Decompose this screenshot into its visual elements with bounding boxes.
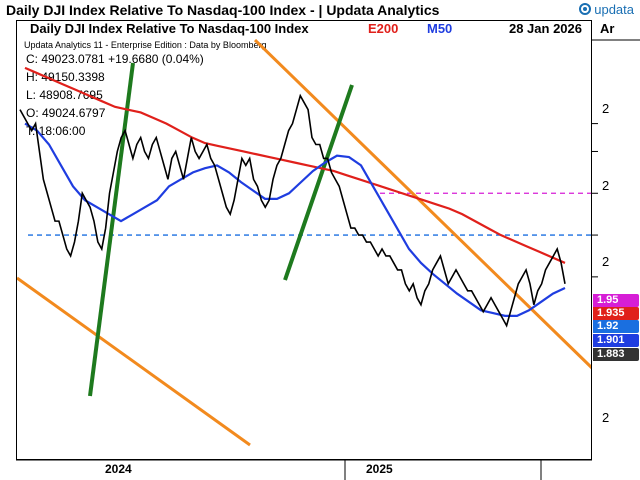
- right-axis-title: Ar: [600, 21, 615, 36]
- price-tag-level-upper: 1.95: [593, 294, 639, 307]
- price-tag-level-lower: 1.92: [593, 320, 639, 333]
- trend-line-1: [88, 62, 135, 397]
- channel-line-lower: [17, 276, 251, 447]
- chart-date: 28 Jan 2026: [508, 21, 582, 36]
- m50-series-line: [24, 122, 566, 317]
- window-titlebar: Daily DJI Index Relative To Nasdaq-100 I…: [0, 0, 640, 20]
- y-tick-label: 2: [602, 410, 610, 425]
- y-tick-label: 2: [602, 254, 610, 269]
- trend-line-2: [283, 84, 354, 281]
- x-tick-label-2024: 2024: [105, 462, 132, 476]
- updata-logo-icon: [579, 3, 592, 15]
- ohlc-high: H: 49150.3398: [26, 70, 105, 84]
- channel-line-upper: [253, 39, 591, 370]
- price-tag-e200: 1.935: [593, 307, 639, 320]
- e200-series-line: [24, 66, 566, 264]
- brand-label: updata: [594, 2, 634, 17]
- ohlc-open: O: 49024.6797: [26, 106, 106, 120]
- x-tick-label-2025: 2025: [366, 462, 393, 476]
- brand-logo[interactable]: updata: [579, 2, 634, 17]
- legend-e200: E200: [368, 21, 399, 36]
- chart-title: Daily DJI Index Relative To Nasdaq-100 I…: [30, 21, 309, 36]
- edition-note: Updata Analytics 11 - Enterprise Edition…: [24, 40, 267, 50]
- price-series-line: [19, 93, 566, 328]
- window-title: Daily DJI Index Relative To Nasdaq-100 I…: [6, 2, 440, 18]
- chart-header: Daily DJI Index Relative To Nasdaq-100 I…: [16, 20, 592, 39]
- price-tag-last: 1.883: [593, 348, 639, 361]
- price-tag-m50: 1.901: [593, 334, 639, 347]
- y-tick-label: 2: [602, 101, 610, 116]
- ohlc-low: L: 48908.7695: [26, 88, 103, 102]
- y-tick-label: 2: [602, 178, 610, 193]
- legend-m50: M50: [427, 21, 453, 36]
- ohlc-close: C: 49023.0781 +19.6680 (0.04%): [26, 52, 204, 66]
